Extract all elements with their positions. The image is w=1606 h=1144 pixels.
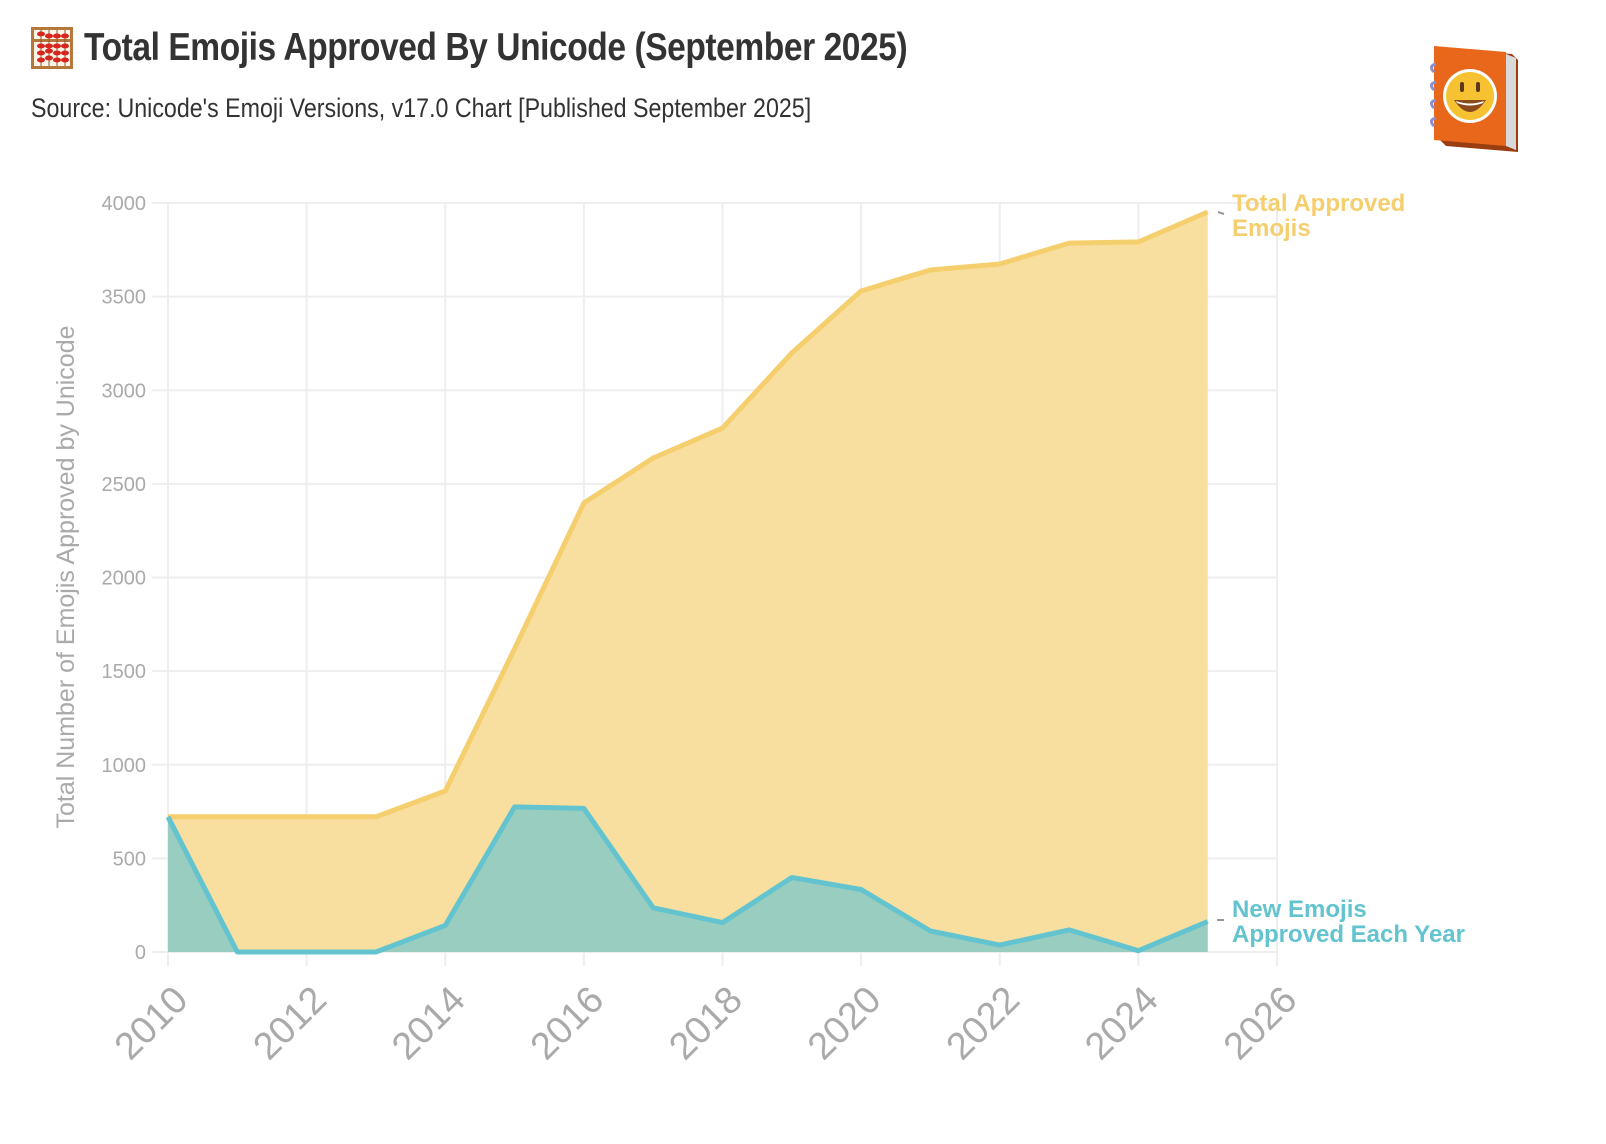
title-row: Total Emojis Approved By Unicode (Septem…: [30, 26, 1041, 70]
total-annotation-line2: Emojis: [1232, 215, 1311, 242]
y-tick-label: 3000: [102, 380, 147, 402]
total-approved-area: [168, 212, 1208, 952]
x-tick-label: 2026: [1216, 979, 1305, 1068]
x-tick-label: 2024: [1077, 979, 1166, 1068]
new-emojis-area: [168, 806, 1208, 952]
x-tick-label: 2022: [939, 979, 1028, 1068]
emoji-notebook-logo-icon: [1429, 46, 1518, 152]
y-tick-label: 3500: [102, 287, 147, 309]
new-annotation-line2: Approved Each Year: [1232, 921, 1465, 948]
x-tick-label: 2012: [246, 979, 335, 1068]
x-tick-label: 2016: [523, 979, 612, 1068]
y-tick-label: 1500: [102, 661, 147, 683]
y-tick-label: 0: [135, 942, 146, 964]
x-tick-label: 2014: [384, 979, 473, 1068]
x-tick-label: 2010: [107, 979, 196, 1068]
total-annotation-line1: Total Approved: [1232, 190, 1405, 217]
x-axis-ticks: 2010 2012 2014 2016 2018 2020 2022 2024 2026: [107, 979, 1305, 1068]
total-approved-line: [168, 209, 1209, 820]
chart-subtitle: Source: Unicode's Emoji Versions, v17.0 …: [31, 93, 812, 123]
y-axis-label: Total Number of Emojis Approved by Unico…: [52, 325, 80, 828]
y-tick-label: 4000: [102, 193, 147, 215]
chart-title: Total Emojis Approved By Unicode (Septem…: [84, 26, 908, 69]
y-axis-ticks: 0 500 1000 1500 2000 2500 3000 3500 4000: [102, 193, 147, 964]
y-tick-label: 2500: [102, 474, 147, 496]
new-annotation: New Emojis Approved Each Year: [1217, 896, 1465, 948]
new-annotation-line1: New Emojis: [1232, 896, 1367, 923]
x-tick-label: 2018: [661, 979, 750, 1068]
abacus-icon: [31, 27, 73, 69]
y-tick-label: 1000: [102, 755, 147, 777]
y-tick-label: 500: [113, 848, 146, 870]
total-annotation: Total Approved Emojis: [1217, 190, 1405, 242]
new-emojis-line: [165, 804, 1209, 955]
x-tick-label: 2020: [800, 979, 889, 1068]
y-tick-label: 2000: [102, 568, 147, 590]
